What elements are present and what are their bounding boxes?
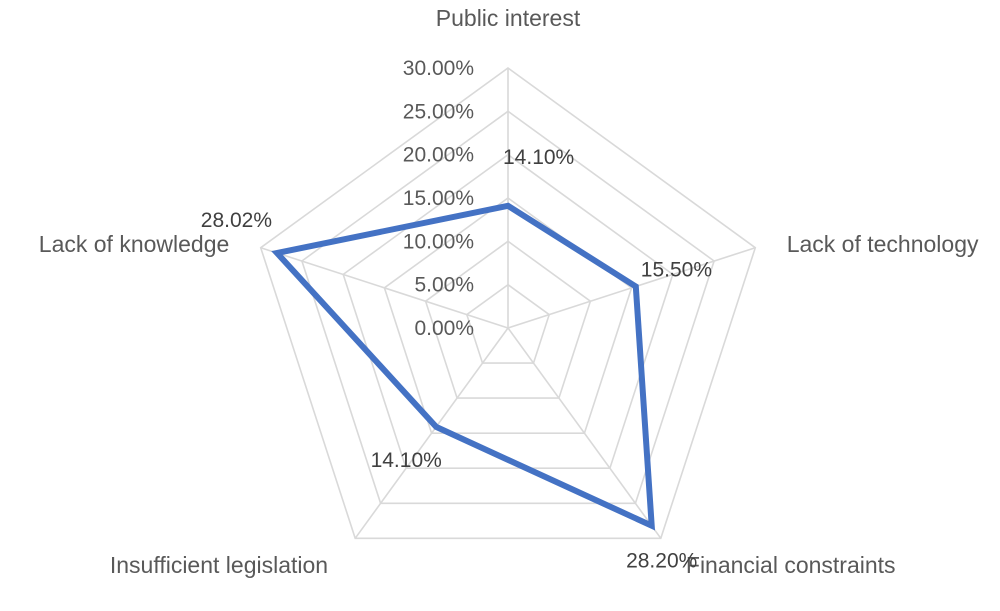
- grid-ring: [465, 283, 551, 364]
- tick-labels: 0.00% 5.00% 10.00% 15.00% 20.00% 25.00% 30.00%: [403, 57, 474, 340]
- grid-ring: [424, 240, 592, 399]
- axis-spoke: [507, 246, 756, 329]
- tick-label: 20.00%: [403, 144, 474, 167]
- grid-ring: [342, 153, 674, 470]
- series-line: [271, 202, 656, 531]
- category-label: Lack of knowledge: [39, 231, 230, 257]
- series-layer: [271, 202, 656, 531]
- category-label: Insufficient legislation: [110, 552, 328, 578]
- tick-label: 10.00%: [403, 230, 474, 253]
- data-label: 15.50%: [641, 259, 712, 282]
- data-label: 14.10%: [503, 146, 574, 169]
- data-label: 28.20%: [626, 550, 697, 573]
- category-label: Financial constraints: [686, 552, 896, 578]
- axis-spoke: [354, 327, 509, 539]
- tick-label: 25.00%: [403, 100, 474, 123]
- data-labels: 14.10% 15.50% 28.20% 14.10% 28.02%: [201, 146, 712, 573]
- category-label: Public interest: [436, 5, 581, 31]
- grid-ring: [300, 110, 716, 505]
- tick-label: 30.00%: [403, 57, 474, 80]
- tick-label: 0.00%: [414, 317, 474, 340]
- grid-layer: [259, 67, 757, 540]
- axis-spoke: [260, 246, 509, 329]
- grid-ring: [259, 67, 757, 540]
- category-label: Lack of technology: [787, 231, 979, 257]
- data-label: 28.02%: [201, 209, 272, 232]
- axis-spoke: [507, 327, 662, 539]
- tick-label: 5.00%: [414, 274, 474, 297]
- category-labels: Public interest Lack of technology Financi…: [39, 5, 979, 578]
- tick-label: 15.00%: [403, 187, 474, 210]
- data-label: 14.10%: [371, 449, 442, 472]
